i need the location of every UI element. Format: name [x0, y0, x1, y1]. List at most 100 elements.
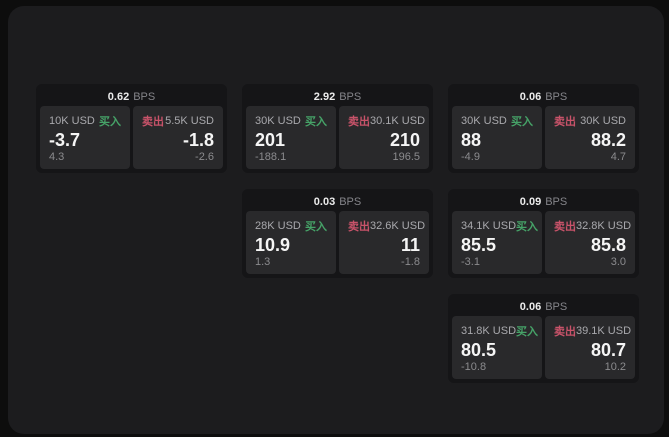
sell-change: 4.7: [610, 151, 626, 163]
buy-header-row: 34.1K USD 买入: [461, 218, 538, 234]
sell-change: 196.5: [392, 151, 420, 163]
card-header: 0.03 BPS: [246, 192, 429, 211]
sell-side-label: 卖出: [348, 116, 370, 128]
buy-price: 85.5: [461, 235, 497, 255]
buy-panel[interactable]: 10K USD 买入 -3.7 4.3: [40, 106, 130, 169]
buy-change: 1.3: [255, 256, 271, 268]
sell-side-label: 卖出: [554, 116, 576, 128]
bps-value: 0.62: [107, 90, 130, 103]
buy-side-label: 买入: [516, 326, 539, 338]
sell-price: 88.2: [590, 130, 626, 150]
bps-unit-label: BPS: [339, 195, 362, 208]
sell-panel[interactable]: 卖出 39.1K USD 80.7 10.2: [545, 316, 635, 379]
buy-header-row: 30K USD 买入: [255, 113, 327, 129]
card-header: 0.09 BPS: [452, 192, 635, 211]
buy-amount: 28K USD: [255, 220, 301, 232]
buy-header-row: 10K USD 买入: [49, 113, 121, 129]
sell-change: 3.0: [610, 256, 626, 268]
quote-panels: 31.8K USD 买入 80.5 -10.8 卖出 39.1K USD 80.…: [452, 316, 635, 379]
quote-panels: 30K USD 买入 201 -188.1 卖出 30.1K USD 210 1…: [246, 106, 429, 169]
main-panel: 0.62 BPS 10K USD 买入 -3.7 4.3 卖出 5.5K USD…: [8, 6, 664, 434]
bps-value: 0.03: [313, 195, 336, 208]
sell-price: 80.7: [590, 340, 626, 360]
sell-header-row: 卖出 32.8K USD: [554, 218, 631, 234]
sell-amount: 5.5K USD: [165, 115, 214, 127]
card-header: 0.62 BPS: [40, 87, 223, 106]
buy-change: -10.8: [461, 361, 487, 373]
sell-side-label: 卖出: [554, 326, 576, 338]
buy-change: -3.1: [461, 256, 480, 268]
sell-panel[interactable]: 卖出 30K USD 88.2 4.7: [545, 106, 635, 169]
sell-price: -1.8: [182, 130, 214, 150]
sell-header-row: 卖出 30K USD: [554, 113, 626, 129]
sell-header-row: 卖出 39.1K USD: [554, 323, 631, 339]
buy-change: -188.1: [255, 151, 287, 163]
sell-change: -2.6: [195, 151, 214, 163]
quote-panels: 30K USD 买入 88 -4.9 卖出 30K USD 88.2 4.7: [452, 106, 635, 169]
buy-header-row: 31.8K USD 买入: [461, 323, 538, 339]
buy-price: 88: [461, 130, 482, 150]
bps-unit-label: BPS: [545, 90, 568, 103]
buy-amount: 34.1K USD: [461, 220, 517, 232]
bps-unit-label: BPS: [339, 90, 362, 103]
buy-price: -3.7: [49, 130, 81, 150]
sell-panel[interactable]: 卖出 32.8K USD 85.8 3.0: [545, 211, 635, 274]
buy-header-row: 30K USD 买入: [461, 113, 533, 129]
buy-header-row: 28K USD 买入: [255, 218, 327, 234]
sell-header-row: 卖出 5.5K USD: [142, 113, 214, 129]
cards-grid: 0.62 BPS 10K USD 买入 -3.7 4.3 卖出 5.5K USD…: [36, 84, 639, 383]
quote-card: 0.62 BPS 10K USD 买入 -3.7 4.3 卖出 5.5K USD…: [36, 84, 227, 173]
buy-side-label: 买入: [305, 116, 327, 128]
buy-price: 80.5: [461, 340, 497, 360]
quote-panels: 10K USD 买入 -3.7 4.3 卖出 5.5K USD -1.8 -2.…: [40, 106, 223, 169]
bps-value: 0.06: [519, 300, 542, 313]
buy-amount: 30K USD: [255, 115, 301, 127]
sell-amount: 32.8K USD: [576, 220, 632, 232]
sell-change: -1.8: [401, 256, 420, 268]
card-header: 2.92 BPS: [246, 87, 429, 106]
buy-change: 4.3: [49, 151, 65, 163]
buy-amount: 31.8K USD: [461, 325, 517, 337]
buy-panel[interactable]: 31.8K USD 买入 80.5 -10.8: [452, 316, 542, 379]
sell-panel[interactable]: 卖出 5.5K USD -1.8 -2.6: [133, 106, 223, 169]
quote-card: 0.03 BPS 28K USD 买入 10.9 1.3 卖出 32.6K US…: [242, 189, 433, 278]
buy-side-label: 买入: [99, 116, 121, 128]
sell-panel[interactable]: 卖出 32.6K USD 11 -1.8: [339, 211, 429, 274]
buy-panel[interactable]: 30K USD 买入 88 -4.9: [452, 106, 542, 169]
buy-side-label: 买入: [516, 221, 539, 233]
sell-side-label: 卖出: [348, 221, 370, 233]
sell-panel[interactable]: 卖出 30.1K USD 210 196.5: [339, 106, 429, 169]
sell-side-label: 卖出: [554, 221, 576, 233]
bps-unit-label: BPS: [545, 300, 568, 313]
buy-side-label: 买入: [511, 116, 533, 128]
buy-amount: 10K USD: [49, 115, 95, 127]
sell-amount: 30K USD: [580, 115, 626, 127]
quote-card: 0.09 BPS 34.1K USD 买入 85.5 -3.1 卖出 32.8K…: [448, 189, 639, 278]
buy-panel[interactable]: 28K USD 买入 10.9 1.3: [246, 211, 336, 274]
buy-amount: 30K USD: [461, 115, 507, 127]
bps-value: 2.92: [313, 90, 336, 103]
quote-panels: 34.1K USD 买入 85.5 -3.1 卖出 32.8K USD 85.8…: [452, 211, 635, 274]
sell-price: 11: [400, 235, 420, 255]
quote-card: 0.06 BPS 30K USD 买入 88 -4.9 卖出 30K USD 8…: [448, 84, 639, 173]
sell-amount: 32.6K USD: [370, 220, 426, 232]
sell-side-label: 卖出: [142, 116, 164, 128]
quote-card: 2.92 BPS 30K USD 买入 201 -188.1 卖出 30.1K …: [242, 84, 433, 173]
bps-value: 0.09: [519, 195, 542, 208]
buy-price: 10.9: [255, 235, 291, 255]
quote-card: 0.06 BPS 31.8K USD 买入 80.5 -10.8 卖出 39.1…: [448, 294, 639, 383]
sell-change: 10.2: [604, 361, 626, 373]
sell-header-row: 卖出 30.1K USD: [348, 113, 425, 129]
buy-price: 201: [255, 130, 286, 150]
sell-price: 85.8: [590, 235, 626, 255]
buy-panel[interactable]: 34.1K USD 买入 85.5 -3.1: [452, 211, 542, 274]
sell-price: 210: [389, 130, 420, 150]
bps-unit-label: BPS: [545, 195, 568, 208]
sell-amount: 39.1K USD: [576, 325, 632, 337]
sell-header-row: 卖出 32.6K USD: [348, 218, 425, 234]
buy-panel[interactable]: 30K USD 买入 201 -188.1: [246, 106, 336, 169]
card-header: 0.06 BPS: [452, 297, 635, 316]
buy-side-label: 买入: [305, 221, 327, 233]
bps-unit-label: BPS: [133, 90, 156, 103]
card-header: 0.06 BPS: [452, 87, 635, 106]
